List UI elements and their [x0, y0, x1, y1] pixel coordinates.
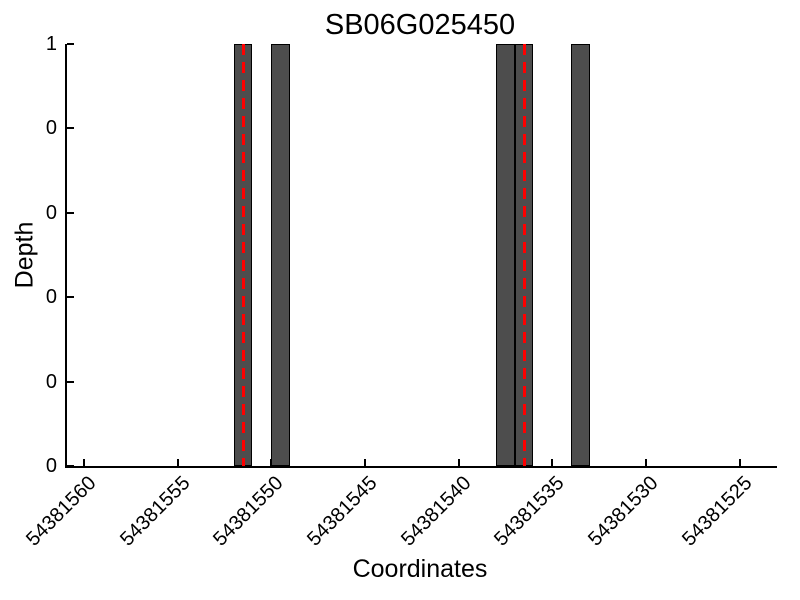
- x-tick-label: 54381555: [116, 472, 194, 550]
- y-tick: [67, 381, 74, 383]
- x-axis-label: Coordinates: [65, 555, 775, 583]
- x-tick-label: 54381545: [303, 472, 381, 550]
- marker-line: [523, 44, 526, 466]
- x-tick: [458, 459, 460, 466]
- y-tick-label: 0: [46, 454, 57, 478]
- marker-line: [242, 44, 245, 466]
- y-tick: [67, 212, 74, 214]
- y-tick-label: 1: [46, 32, 57, 56]
- y-tick: [67, 465, 74, 467]
- x-tick: [551, 459, 553, 466]
- x-tick: [739, 459, 741, 466]
- y-tick-label: 0: [46, 201, 57, 225]
- y-tick: [67, 43, 74, 45]
- x-tick: [177, 459, 179, 466]
- x-tick: [645, 459, 647, 466]
- depth-chart: SB06G025450 Depth 5438156054381555543815…: [0, 0, 800, 600]
- x-tick-label: 54381535: [490, 472, 568, 550]
- depth-bar: [496, 44, 515, 466]
- x-tick: [270, 459, 272, 466]
- depth-bar: [271, 44, 290, 466]
- x-tick: [83, 459, 85, 466]
- chart-title: SB06G025450: [65, 9, 775, 41]
- y-tick: [67, 296, 74, 298]
- y-axis-label: Depth: [11, 222, 40, 289]
- x-tick-label: 54381525: [678, 472, 756, 550]
- plot-area: [65, 44, 777, 468]
- y-tick-label: 0: [46, 370, 57, 394]
- x-tick-label: 54381540: [397, 472, 475, 550]
- y-tick: [67, 127, 74, 129]
- x-tick: [364, 459, 366, 466]
- x-tick-label: 54381530: [584, 472, 662, 550]
- x-tick-label: 54381550: [209, 472, 287, 550]
- x-tick-label: 54381560: [22, 472, 100, 550]
- depth-bar: [571, 44, 590, 466]
- y-tick-label: 0: [46, 116, 57, 140]
- y-tick-label: 0: [46, 285, 57, 309]
